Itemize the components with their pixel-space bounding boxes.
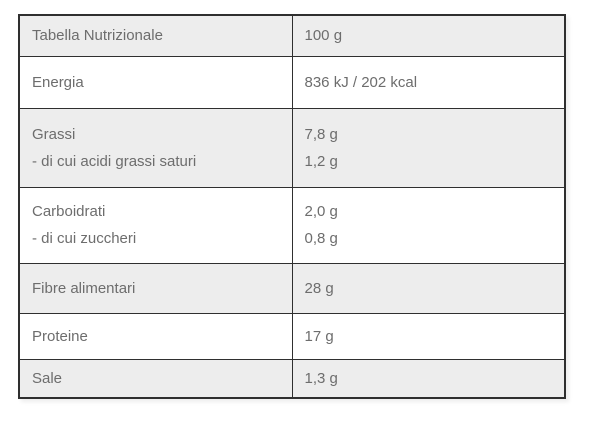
nutrient-sub-value: 0,8 g	[304, 230, 338, 247]
amount-column-header: 100 g	[291, 14, 566, 57]
nutrient-cell: Grassi - di cui acidi grassi saturi	[18, 107, 293, 188]
table-row-proteine: Proteine 17 g	[18, 312, 566, 360]
nutrient-cell: Energia	[18, 55, 293, 109]
table-row-grassi: Grassi - di cui acidi grassi saturi 7,8 …	[18, 107, 566, 188]
nutrient-label: Carboidrati	[32, 203, 106, 220]
nutrient-sub-value: 1,2 g	[304, 152, 338, 170]
nutrient-value: 2,0 g	[304, 203, 338, 220]
nutrient-cell: Carboidrati - di cui zuccheri	[18, 186, 293, 264]
nutrient-value: 28 g	[304, 279, 334, 297]
table-row-sale: Sale 1,3 g	[18, 358, 566, 399]
nutrient-cell: Fibre alimentari	[18, 262, 293, 314]
table-row-energia: Energia 836 kJ / 202 kcal	[18, 55, 566, 109]
nutrient-label: Grassi	[32, 125, 76, 143]
nutrient-label: Fibre alimentari	[32, 279, 136, 297]
nutrient-sub-label: - di cui acidi grassi saturi	[32, 152, 197, 170]
table-row-fibre: Fibre alimentari 28 g	[18, 262, 566, 314]
nutrition-table-container: Tabella Nutrizionale 100 g Energia 836 k…	[18, 14, 566, 399]
value-cell: 17 g	[291, 312, 566, 360]
nutrient-label: Energia	[32, 73, 84, 91]
table-header-row: Tabella Nutrizionale 100 g	[18, 14, 566, 57]
nutrition-table: Tabella Nutrizionale 100 g Energia 836 k…	[18, 14, 566, 399]
nutrient-value: 17 g	[304, 327, 334, 345]
table-row-carboidrati: Carboidrati - di cui zuccheri 2,0 g 0,8 …	[18, 186, 566, 264]
nutrient-cell: Proteine	[18, 312, 293, 360]
table-title-header: Tabella Nutrizionale	[18, 14, 293, 57]
nutrient-label: Proteine	[32, 327, 88, 345]
nutrient-label: Sale	[32, 369, 63, 387]
nutrient-value: 836 kJ / 202 kcal	[304, 73, 418, 91]
value-cell: 836 kJ / 202 kcal	[291, 55, 566, 109]
value-cell: 7,8 g 1,2 g	[291, 107, 566, 188]
nutrient-value: 7,8 g	[304, 125, 338, 143]
value-cell: 2,0 g 0,8 g	[291, 186, 566, 264]
value-cell: 28 g	[291, 262, 566, 314]
value-cell: 1,3 g	[291, 358, 566, 399]
nutrient-cell: Sale	[18, 358, 293, 399]
nutrient-sub-label: - di cui zuccheri	[32, 230, 137, 247]
nutrient-value: 1,3 g	[304, 369, 338, 387]
